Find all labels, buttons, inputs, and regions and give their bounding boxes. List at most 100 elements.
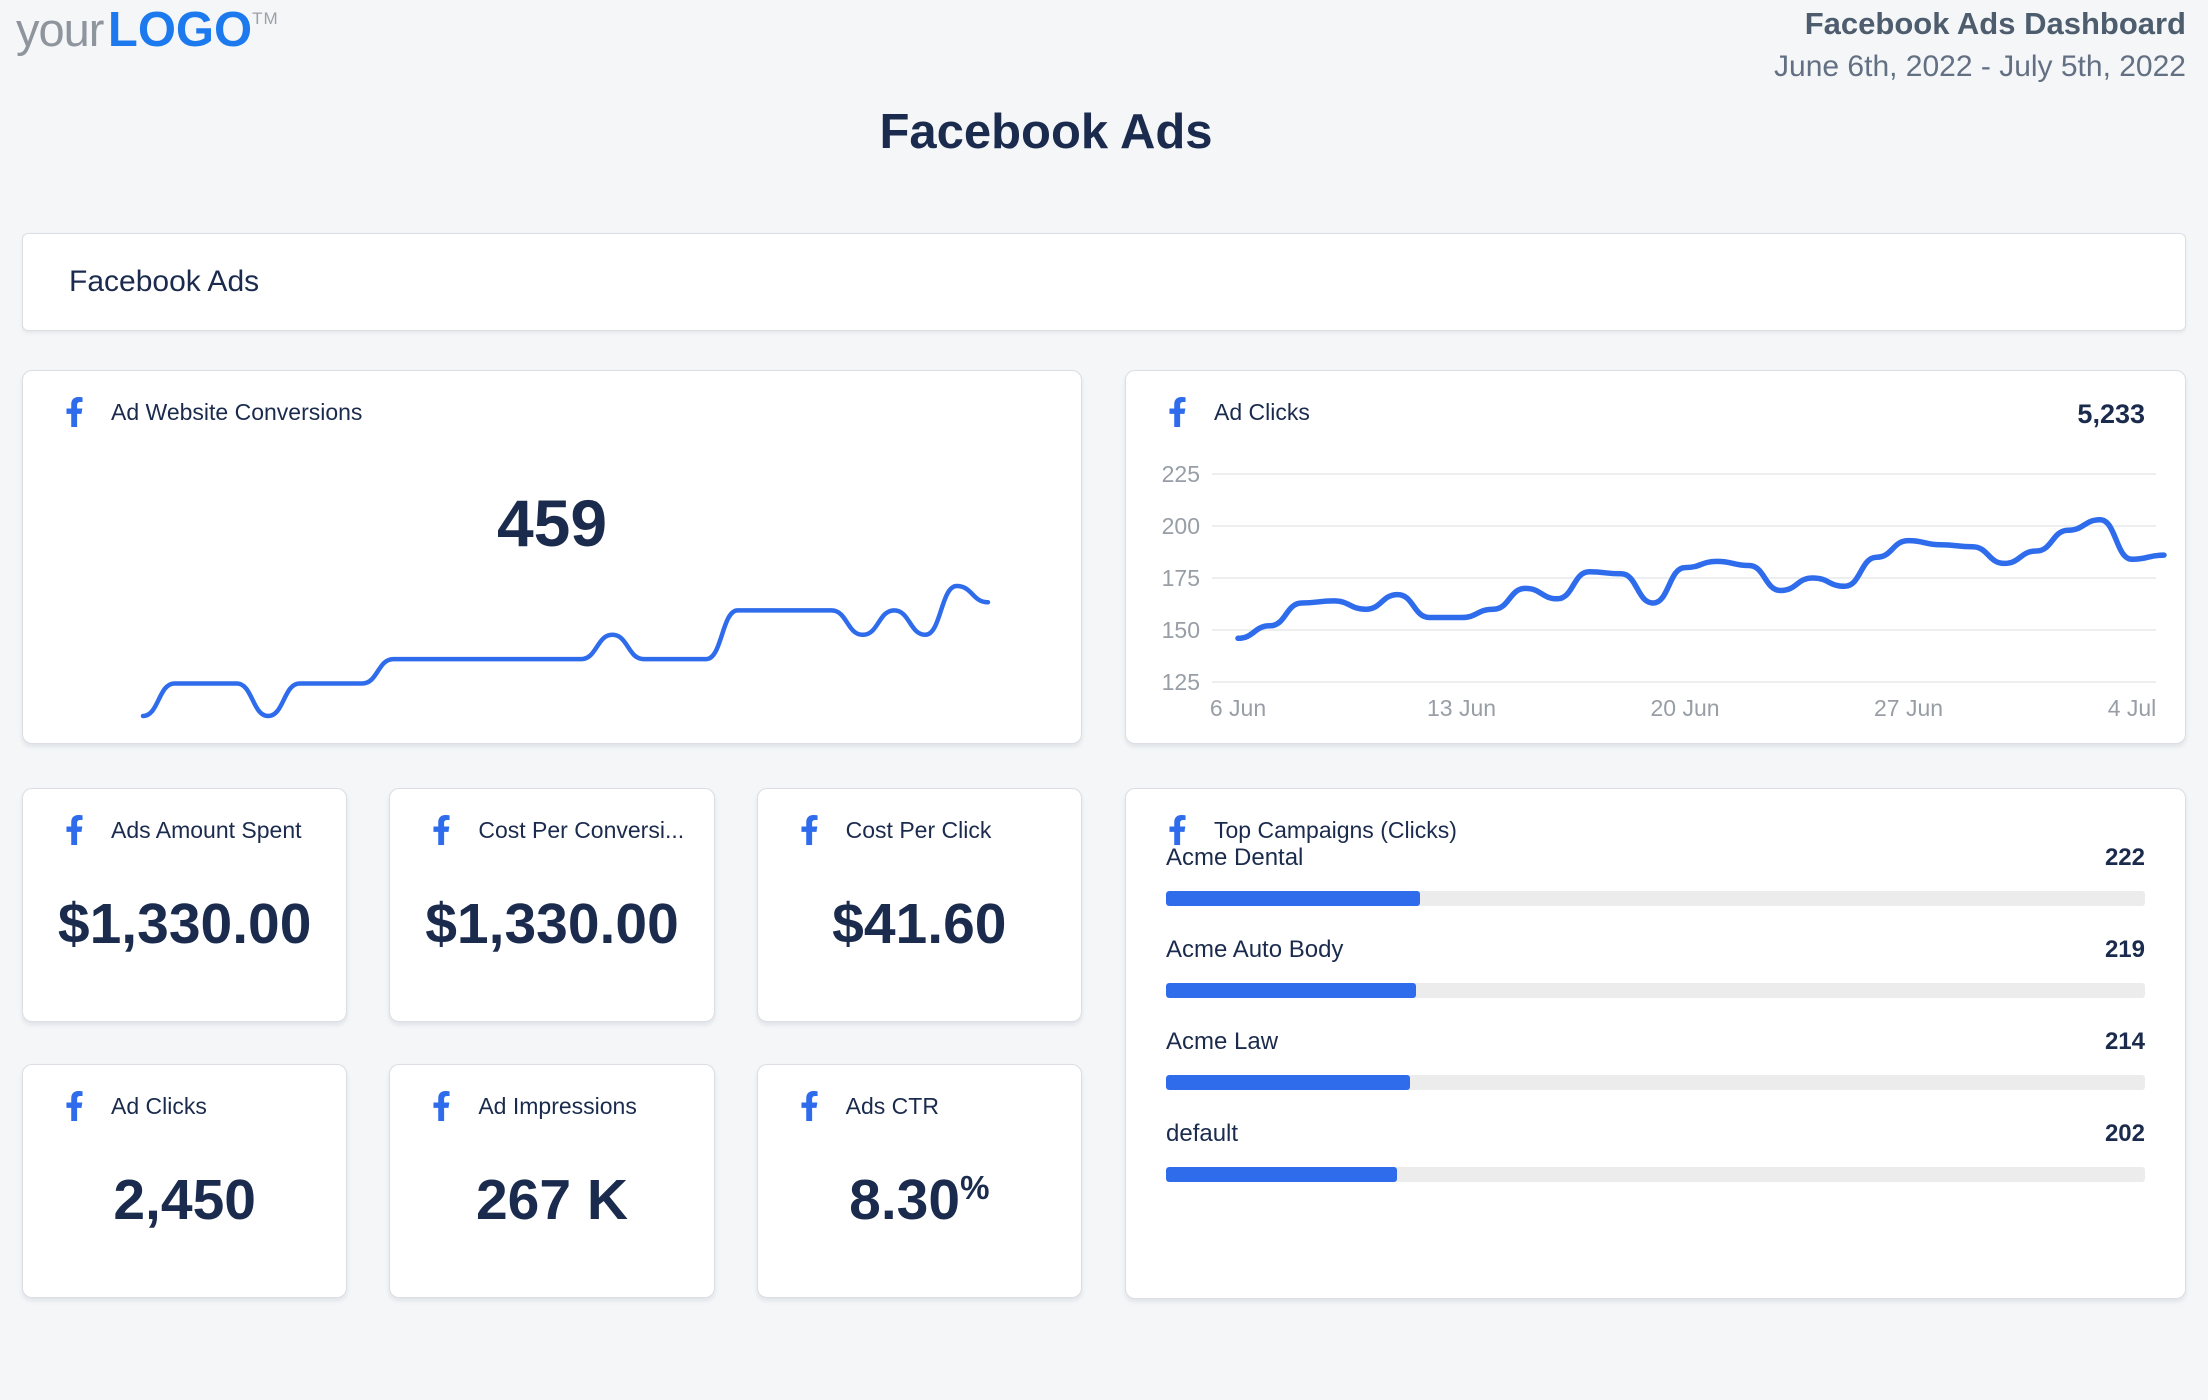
card-label: Ad Clicks [111,1092,207,1119]
card-label: Ads Amount Spent [111,816,302,843]
campaign-bar-fill [1166,1075,1411,1090]
campaign-bar-track [1166,983,2145,998]
logo-trademark: TM [252,9,279,28]
widget-kpi-cost-per-click[interactable]: Cost Per Click $41.60 [756,788,1082,1022]
campaign-row: Acme Auto Body 219 [1166,936,2145,998]
x-axis-tick-label: 13 Jun [1427,695,1496,721]
card-label: Ad Impressions [478,1092,637,1119]
widget-top-campaigns[interactable]: Top Campaigns (Clicks) Acme Dental 222 Acm… [1125,788,2186,1299]
conversions-total: 459 [496,486,608,560]
y-axis-tick-label: 225 [1162,461,1200,487]
widget-ad-clicks-chart[interactable]: Ad Clicks 5,233 225 200 175 150 125 6 Jun 13 J… [1125,370,2186,744]
kpi-value: 267 K [390,1167,713,1233]
campaign-bar-track [1166,1075,2145,1090]
widget-kpi-ads-ctr[interactable]: Ads CTR 8.30% [756,1064,1082,1298]
ad-clicks-total: 5,233 [2077,399,2145,429]
kpi-row-1: Ads Amount Spent $1,330.00 Cost Per Conver… [22,788,1082,1022]
report-title: Facebook Ads Dashboard [1804,6,2186,41]
card-header: Ad Website Conversions [65,397,362,427]
page-title: Facebook Ads [879,105,1213,159]
card-label: Ads CTR [845,1092,939,1119]
card-label: Top Campaigns (Clicks) [1214,816,1457,843]
card-label: Cost Per Click [845,816,992,843]
x-axis-tick-label: 4 Jul [2108,695,2157,721]
logo-text-main: LOGO [107,3,253,57]
x-axis-tick-label: 6 Jun [1210,695,1266,721]
card-header: Ad Impressions [432,1091,637,1121]
kpi-value: $1,330.00 [23,891,346,957]
kpi-value-number: $1,330.00 [57,892,312,956]
campaign-row: default 202 [1166,1120,2145,1182]
campaign-label: Acme Auto Body [1166,936,1344,963]
widget-kpi-ad-impressions[interactable]: Ad Impressions 267 K [389,1064,715,1298]
facebook-icon [66,815,83,845]
y-axis-tick-label: 125 [1162,669,1200,695]
campaign-line: default 202 [1166,1120,2145,1148]
campaign-row: Acme Dental 222 [1166,844,2145,906]
campaign-bar-fill [1166,1167,1397,1182]
facebook-icon [1169,815,1186,845]
kpi-value-number: 2,450 [113,1168,256,1232]
report-header: Facebook Ads Dashboard June 6th, 2022 - … [1774,6,2186,84]
facebook-icon [801,815,818,845]
campaign-bar-fill [1166,891,1420,906]
widget-kpi-ad-clicks[interactable]: Ad Clicks 2,450 [22,1064,348,1298]
kpi-value: 2,450 [23,1167,346,1233]
campaign-value: 219 [2104,936,2145,963]
kpi-value: $41.60 [758,891,1081,957]
card-label: Cost Per Conversi... [478,816,685,843]
facebook-icon [433,815,450,845]
y-axis-tick-label: 175 [1162,565,1200,591]
campaign-line: Acme Law 214 [1166,1028,2145,1056]
card-header: Ad Clicks [65,1091,207,1121]
card-header: Ads Amount Spent [65,815,302,845]
ad-clicks-line-path [1235,517,2167,642]
kpi-value: 8.30% [758,1167,1081,1233]
facebook-icon [801,1091,818,1121]
card-header: Ad Clicks [1168,397,1310,427]
y-axis-tick-label: 150 [1162,617,1200,643]
facebook-icon [1169,397,1186,427]
card-header: Cost Per Conversi... [432,815,684,845]
campaign-bar-track [1166,891,2145,906]
x-axis-tick-label: 27 Jun [1874,695,1943,721]
widget-kpi-cost-per-conversi[interactable]: Cost Per Conversi... $1,330.00 [389,788,715,1022]
facebook-icon [66,1091,83,1121]
logo-text-your: your [16,3,104,56]
kpi-row-2: Ad Clicks 2,450 Ad Impressions 267 K Ads CTR… [22,1064,1082,1298]
campaign-value: 214 [2104,1028,2145,1055]
section-title: Facebook Ads [69,265,260,298]
report-date-range: June 6th, 2022 - July 5th, 2022 [1774,50,2186,83]
campaign-bar-track [1166,1167,2145,1182]
card-label: Ad Clicks [1214,398,1310,425]
kpi-value-number: $1,330.00 [425,892,679,956]
campaign-value: 222 [2104,844,2145,871]
campaign-line: Acme Auto Body 219 [1166,936,2145,964]
kpi-value-suffix: % [960,1170,990,1207]
card-header: Ads CTR [800,1091,939,1121]
widget-kpi-ads-amount-spent[interactable]: Ads Amount Spent $1,330.00 [22,788,348,1022]
conversions-sparkline-chart [140,583,991,719]
kpi-value: $1,330.00 [390,891,713,957]
y-axis-tick-label: 200 [1162,513,1200,539]
facebook-icon [66,397,83,427]
card-label: Ad Website Conversions [111,398,363,425]
sparkline-path [140,583,991,719]
section-header-widget[interactable]: Facebook Ads [22,233,2186,331]
widget-ad-website-conversions[interactable]: Ad Website Conversions 459 [22,370,1082,744]
brand-logo: your LOGOTM [16,2,279,58]
ad-clicks-line-chart: 225 200 175 150 125 6 Jun 13 Jun 20 Jun 27 Jun 4 … [1162,461,2167,721]
x-axis-tick-label: 20 Jun [1650,695,1719,721]
card-header: Top Campaigns (Clicks) [1168,815,1457,845]
kpi-value-number: $41.60 [832,892,1007,956]
campaign-row: Acme Law 214 [1166,1028,2145,1090]
campaign-label: default [1166,1120,1239,1147]
campaign-label: Acme Dental [1166,844,1304,871]
campaign-bar-fill [1166,983,1417,998]
kpi-value-number: 267 K [475,1168,629,1232]
facebook-icon [433,1091,450,1121]
kpi-value-number: 8.30 [849,1168,961,1232]
campaign-label: Acme Law [1166,1028,1279,1055]
campaign-line: Acme Dental 222 [1166,844,2145,872]
card-header: Cost Per Click [800,815,992,845]
